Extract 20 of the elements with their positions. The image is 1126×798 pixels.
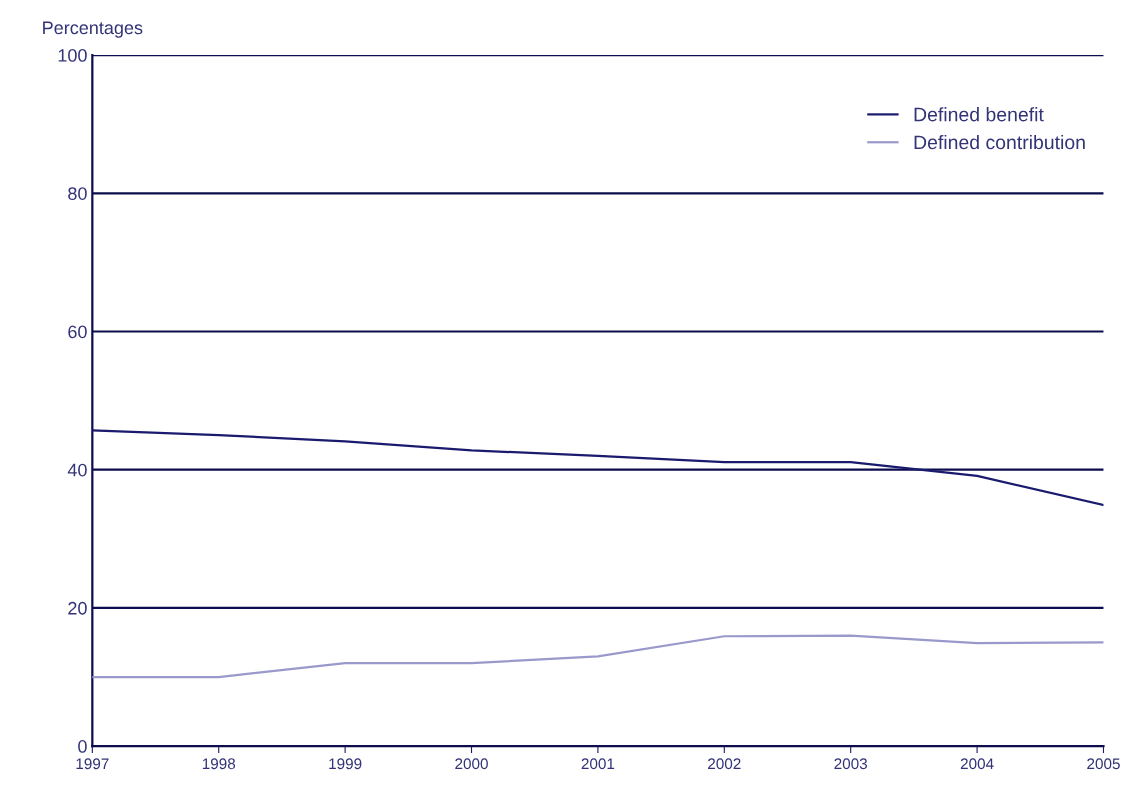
y-tick-label: 100 [58,49,87,62]
line-series [92,634,1104,679]
y-tick-label: 80 [68,187,87,200]
y-tick-label: 0 [78,740,87,753]
x-tick-label: 2000 [455,758,488,770]
x-tick-label: 2003 [834,758,868,770]
legend-label: Defined contribution [914,134,1085,150]
x-tick-label: 2005 [1087,758,1120,770]
y-tick-label: 60 [68,325,87,339]
x-tick-label: 1998 [202,758,236,770]
x-tick-label: 1997 [76,758,109,770]
y-axis-title: Percentages [43,21,143,38]
y-tick-label: 20 [68,601,87,615]
y-tick-label: 40 [67,463,87,477]
x-tick-label: 2004 [960,758,994,770]
x-tick-label: 1999 [329,758,362,770]
legend-label: Defined benefit [914,107,1044,122]
x-tick-label: 2001 [581,758,615,770]
line-series [92,429,1104,507]
x-tick-label: 2002 [708,758,741,770]
